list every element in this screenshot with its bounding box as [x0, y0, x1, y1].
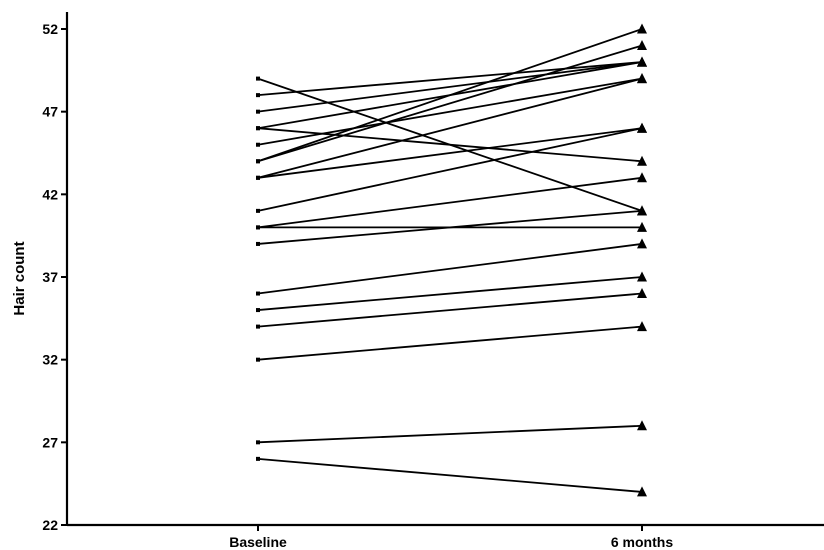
series-line [257, 209, 643, 245]
series-line [257, 292, 643, 328]
series-pair [256, 420, 647, 445]
series-line [257, 77, 643, 179]
series-line [257, 61, 643, 97]
baseline-point [256, 291, 260, 296]
followup-point [637, 221, 647, 232]
x-tick-label: 6 months [611, 534, 673, 550]
baseline-point [256, 93, 260, 98]
series-pair [256, 205, 647, 246]
y-tick-label: 32 [42, 352, 58, 368]
baseline-point [256, 76, 260, 81]
series-line [257, 325, 643, 361]
series-pair [256, 56, 647, 98]
baseline-point [256, 241, 260, 246]
followup-point [637, 238, 647, 249]
series-pair [256, 238, 647, 296]
series-line [257, 127, 643, 212]
y-tick-label: 22 [42, 517, 58, 533]
y-ticks: 22 27 32 37 42 47 52 [42, 21, 67, 533]
y-axis-title: Hair count [11, 241, 28, 315]
baseline-point [256, 142, 260, 147]
baseline-point [256, 208, 260, 213]
series-line [257, 127, 643, 179]
y-tick-label: 47 [42, 104, 58, 120]
followup-point [637, 73, 647, 84]
series-pair [256, 321, 647, 362]
followup-point [637, 155, 647, 166]
followup-point [637, 288, 647, 299]
baseline-point [256, 440, 260, 445]
series-pair [256, 122, 647, 213]
series-line [257, 243, 643, 295]
series-pair [256, 288, 647, 329]
baseline-point [256, 456, 260, 461]
followup-point [637, 172, 647, 183]
followup-point [637, 486, 647, 497]
series-line [257, 77, 643, 146]
series-line [257, 276, 643, 311]
y-tick-label: 27 [42, 434, 58, 450]
baseline-point [256, 225, 260, 230]
followup-point [637, 321, 647, 332]
baseline-point [256, 308, 260, 313]
series-line [257, 44, 643, 163]
baseline-point [256, 159, 260, 164]
y-tick-label: 37 [42, 269, 58, 285]
followup-point [637, 420, 647, 431]
followup-point [637, 271, 647, 282]
followup-point [637, 205, 647, 216]
baseline-point [256, 357, 260, 362]
y-tick-label: 52 [42, 21, 58, 37]
x-tick-label: Baseline [229, 534, 287, 550]
followup-point [637, 122, 647, 133]
series-line [257, 457, 643, 493]
series-pair [256, 122, 647, 180]
series-pair [256, 56, 647, 114]
series-pair [256, 40, 647, 164]
baseline-point [256, 175, 260, 180]
series-line [257, 61, 643, 113]
series-pair [256, 172, 647, 230]
axes [65, 12, 824, 527]
followup-point [637, 56, 647, 67]
baseline-point [256, 109, 260, 114]
series-pair [256, 271, 647, 313]
y-tick-label: 42 [42, 186, 58, 202]
series-pair [256, 456, 647, 497]
series-line [257, 28, 643, 163]
followup-point [637, 23, 647, 34]
followup-point [637, 40, 647, 51]
series-group [256, 23, 647, 497]
series-pair [256, 73, 647, 180]
baseline-point [256, 126, 260, 131]
baseline-point [256, 324, 260, 329]
x-ticks: Baseline 6 months [229, 525, 673, 550]
series-line [257, 424, 643, 444]
series-pair [256, 76, 647, 216]
series-line [257, 176, 643, 229]
